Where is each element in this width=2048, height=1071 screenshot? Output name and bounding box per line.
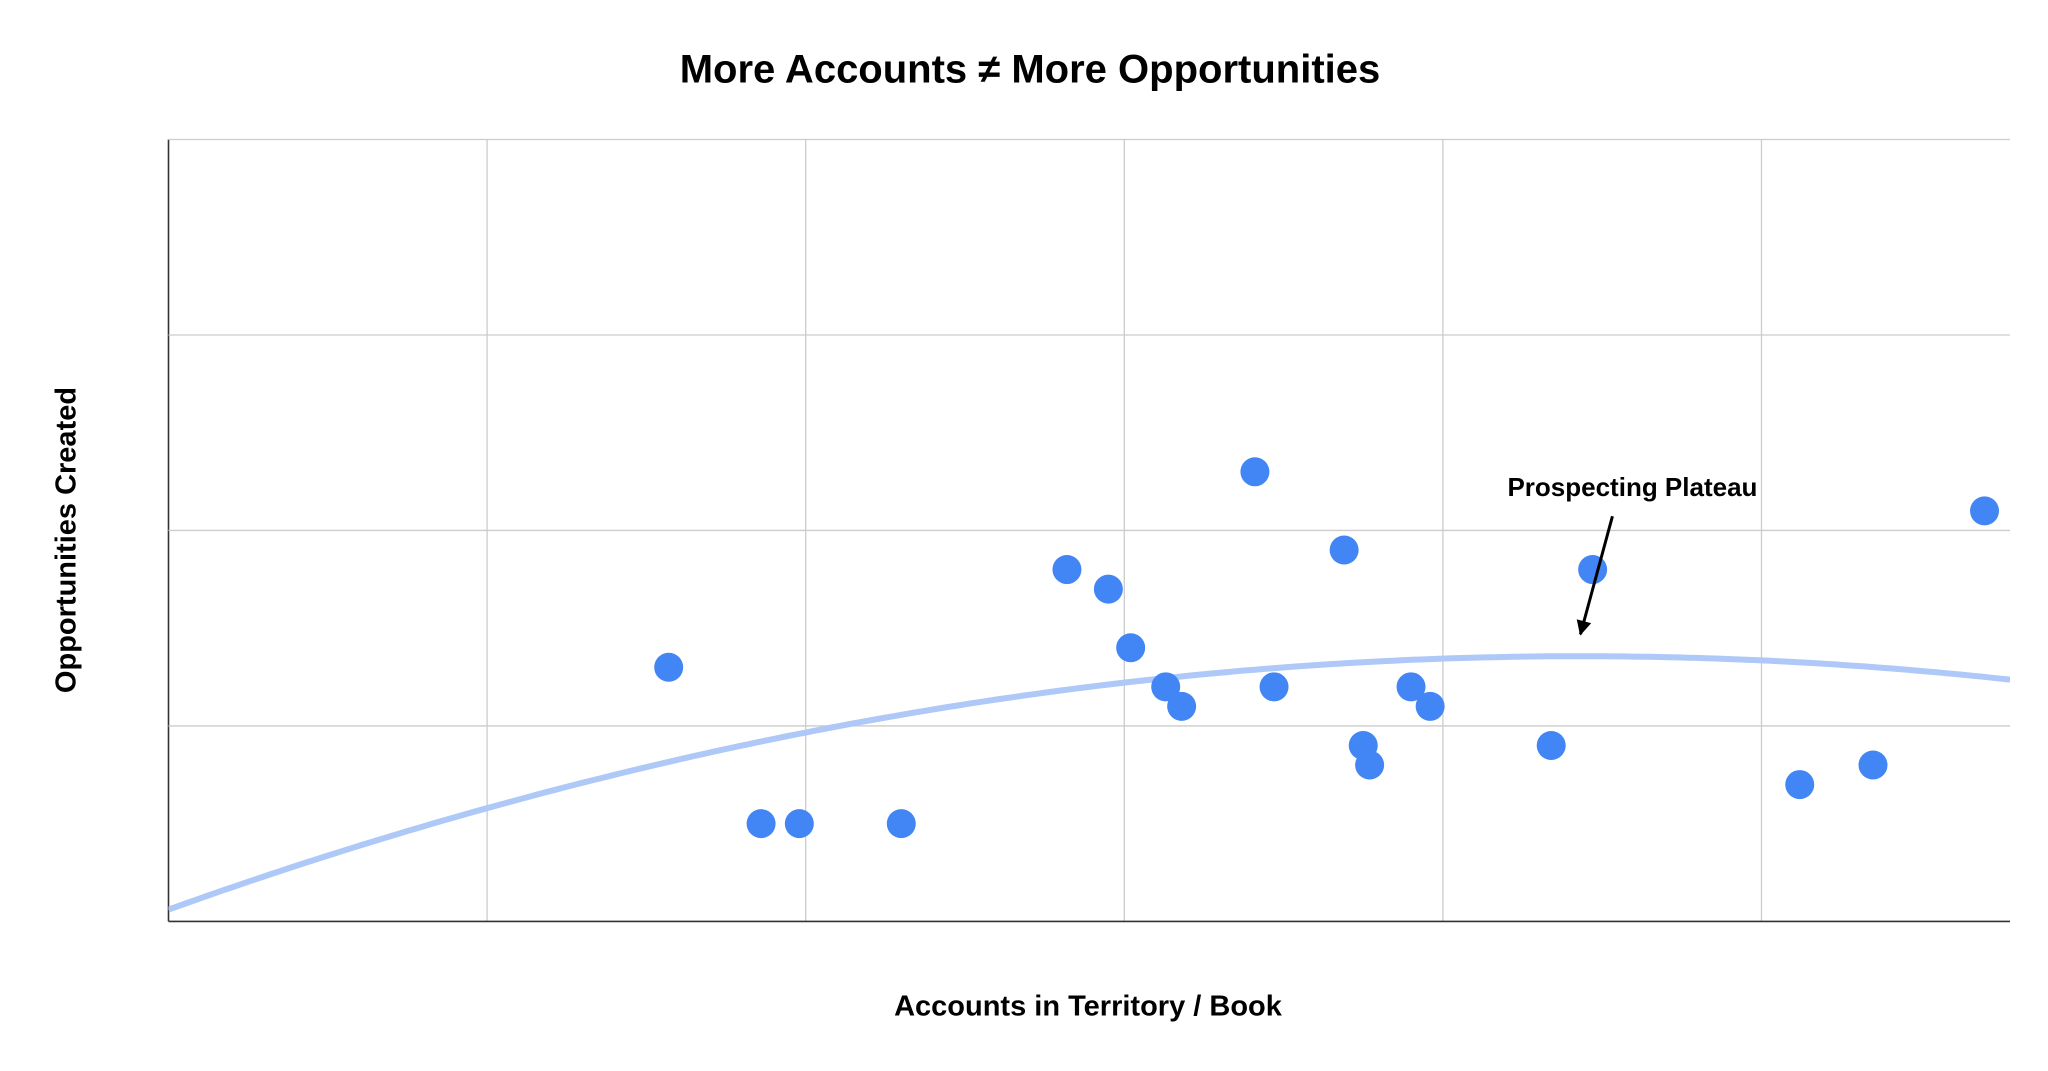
point — [654, 652, 684, 682]
point — [1578, 555, 1608, 585]
point — [784, 809, 814, 839]
point — [1536, 730, 1566, 760]
point — [1052, 555, 1082, 585]
point — [746, 809, 776, 839]
point — [1785, 770, 1815, 800]
point — [1415, 691, 1445, 721]
y-axis-label: Opportunities Created — [51, 387, 83, 693]
point — [1240, 457, 1270, 487]
point — [1093, 574, 1123, 604]
annotation: Prospecting Plateau — [1507, 472, 1757, 502]
x-axis-label: Accounts in Territory / Book — [894, 991, 1283, 1023]
trendline — [168, 653, 2010, 913]
point — [1259, 672, 1289, 702]
point — [1167, 691, 1197, 721]
point — [1329, 535, 1359, 565]
point — [1858, 750, 1888, 780]
annotation-arrow — [1576, 515, 1614, 636]
point — [886, 809, 916, 839]
point — [1970, 496, 2000, 526]
chart-title: More Accounts ≠ More Opportunities — [680, 48, 1381, 92]
point — [1151, 672, 1181, 702]
point — [1116, 633, 1146, 663]
point — [1355, 750, 1385, 780]
point — [1396, 672, 1426, 702]
